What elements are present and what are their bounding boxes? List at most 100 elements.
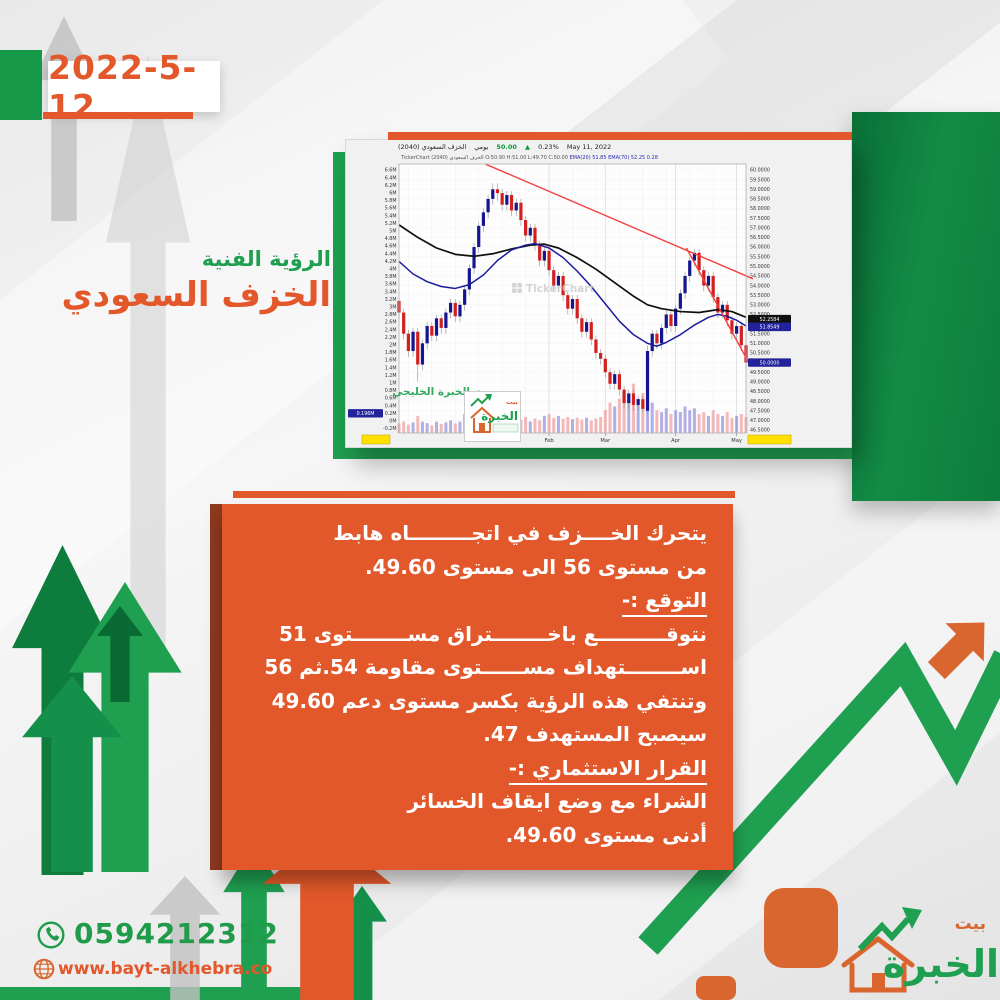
stock-chart-panel: الخزف السعودي (2040) يومي 50.00 ▲ 0.23% …: [345, 139, 852, 448]
candle: [725, 304, 729, 321]
up-arrow-decoration: [22, 676, 122, 872]
candle: [650, 333, 654, 352]
logo-top-text: بيت: [955, 914, 986, 934]
svg-text:4.8M: 4.8M: [385, 236, 397, 242]
svg-text:53.5000: 53.5000: [750, 293, 770, 299]
candle: [735, 326, 739, 334]
svg-text:0.6M: 0.6M: [385, 396, 397, 402]
svg-text:5.2M: 5.2M: [385, 221, 397, 227]
up-triangle-icon: ▲: [525, 143, 531, 151]
up-arrow-decoration: [262, 831, 392, 1000]
candle: [641, 399, 645, 409]
section-heading: القرار الاستثماري :-: [508, 755, 707, 785]
chart-frame-left: [333, 152, 346, 458]
analysis-line: التوقع :-: [240, 584, 707, 618]
candle: [566, 295, 570, 309]
candle: [538, 245, 542, 261]
candle: [688, 260, 692, 276]
svg-text:47.5000: 47.5000: [750, 408, 770, 414]
svg-text:52.2584: 52.2584: [760, 317, 780, 323]
svg-text:46.5000: 46.5000: [750, 428, 770, 434]
svg-text:May: May: [731, 438, 742, 444]
candle: [659, 327, 664, 344]
svg-text:4.2M: 4.2M: [385, 259, 397, 265]
svg-text:3.8M: 3.8M: [385, 274, 397, 280]
svg-text:2.2M: 2.2M: [385, 335, 397, 341]
candle: [599, 352, 603, 359]
analysis-line: اســــــــتهداف مســــــتوى مقاومة 54.ثم…: [240, 651, 707, 685]
candle: [477, 225, 481, 248]
svg-text:0M: 0M: [389, 419, 396, 425]
chart-frame-top: [388, 132, 852, 140]
candle: [664, 314, 668, 328]
title-block: الرؤية الفنية الخزف السعودي: [30, 246, 331, 318]
candle: [509, 195, 514, 211]
house-door: [479, 423, 485, 432]
chart-info-line: TickerChart الخزف السعودي (2040) O:50.90…: [401, 155, 658, 161]
svg-text:5.8M: 5.8M: [385, 198, 397, 204]
candle: [402, 312, 406, 334]
candle: [589, 322, 593, 340]
candle: [416, 331, 420, 365]
candle: [481, 212, 486, 226]
candle: [486, 198, 490, 213]
chart-timeframe: يومي: [474, 143, 489, 151]
house-door: [872, 973, 885, 990]
candle: [444, 312, 448, 328]
candle: [524, 220, 528, 236]
candle: [430, 326, 434, 336]
svg-text:48.5000: 48.5000: [750, 389, 770, 395]
analysis-line: أدنى مستوى 49.60.: [240, 819, 707, 853]
svg-text:59.5000: 59.5000: [750, 177, 770, 183]
chart-ema-info: EMA(20) 51.85 EMA(70) 52.25 0.28: [569, 155, 658, 161]
svg-text:3.2M: 3.2M: [385, 297, 397, 303]
svg-text:58.0000: 58.0000: [750, 206, 770, 212]
candle: [678, 293, 682, 309]
analysis-line-text: اســــــــتهداف مســــــتوى مقاومة 54.ثم…: [264, 655, 707, 679]
candle: [706, 275, 711, 286]
svg-text:58.5000: 58.5000: [750, 197, 770, 203]
svg-text:59.0000: 59.0000: [750, 187, 770, 193]
candle: [500, 193, 504, 205]
candle: [542, 250, 546, 261]
svg-text:2.6M: 2.6M: [385, 320, 397, 326]
svg-text:6.4M: 6.4M: [385, 175, 397, 181]
whatsapp-icon: [37, 921, 65, 949]
title-subtitle: الرؤية الفنية: [201, 247, 331, 271]
svg-text:49.0000: 49.0000: [750, 380, 770, 386]
globe-icon: [33, 958, 55, 980]
svg-text:57.5000: 57.5000: [750, 216, 770, 222]
arrow-head: [902, 907, 922, 929]
svg-text:2.4M: 2.4M: [385, 327, 397, 333]
svg-text:4M: 4M: [389, 267, 396, 273]
up-arrow-decoration: [68, 582, 182, 872]
svg-text:4.4M: 4.4M: [385, 251, 397, 257]
candle: [411, 331, 415, 352]
candle: [425, 326, 429, 344]
chart-date: May 11, 2022: [566, 143, 612, 151]
candle: [720, 304, 725, 313]
growth-arrow-icon: [857, 917, 911, 952]
analysis-line: يتحرك الخــــزف في اتجـــــــــاه هابط: [240, 517, 707, 551]
svg-text:55.0000: 55.0000: [750, 264, 770, 270]
website-url: www.bayt-alkhebra.co: [58, 959, 273, 979]
right-green-panel: [852, 112, 1000, 501]
chart-ohlc-info: TickerChart الخزف السعودي (2040) O:50.90…: [401, 155, 568, 161]
logo-top-text: بيت: [506, 398, 518, 406]
analysis-line-text: أدنى مستوى 49.60.: [505, 822, 707, 847]
candle: [645, 351, 650, 411]
chart-logo-box: بيت الخبرة: [464, 391, 521, 442]
svg-text:56.5000: 56.5000: [750, 235, 770, 241]
svg-text:1M: 1M: [389, 381, 396, 387]
svg-text:51.5000: 51.5000: [750, 331, 770, 337]
svg-text:6.6M: 6.6M: [385, 168, 397, 174]
candle: [617, 374, 621, 390]
svg-text:60.0000: 60.0000: [750, 168, 770, 174]
svg-text:2M: 2M: [389, 343, 396, 349]
analysis-line: سيصبح المستهدف 47.: [240, 718, 707, 752]
candle: [702, 270, 706, 286]
rounded-square-decoration: [764, 888, 838, 968]
analysis-line-text: سيصبح المستهدف 47.: [483, 722, 707, 746]
candle: [552, 270, 556, 286]
